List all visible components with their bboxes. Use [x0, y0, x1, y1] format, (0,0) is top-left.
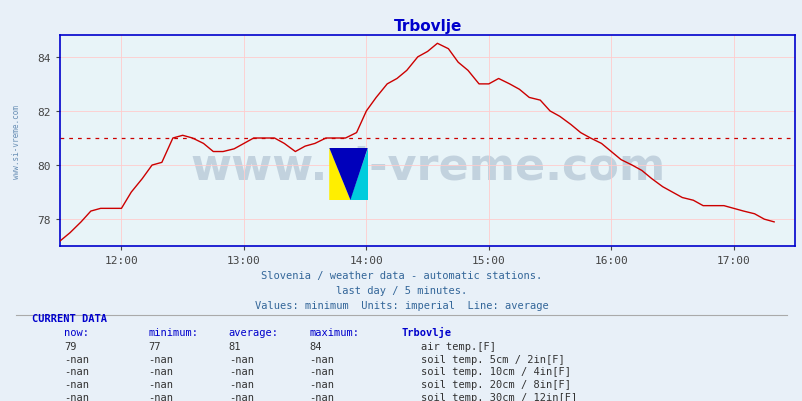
Text: -nan: -nan: [148, 392, 173, 401]
Title: Trbovlje: Trbovlje: [393, 18, 461, 34]
Text: maximum:: maximum:: [309, 328, 358, 338]
Text: now:: now:: [64, 328, 89, 338]
Text: -nan: -nan: [64, 379, 89, 389]
Text: -nan: -nan: [229, 379, 253, 389]
Text: -nan: -nan: [64, 392, 89, 401]
Text: www.si-vreme.com: www.si-vreme.com: [190, 145, 664, 188]
Text: -nan: -nan: [309, 392, 334, 401]
Text: minimum:: minimum:: [148, 328, 198, 338]
Text: last day / 5 minutes.: last day / 5 minutes.: [335, 286, 467, 296]
Text: -nan: -nan: [229, 354, 253, 364]
Text: -nan: -nan: [64, 354, 89, 364]
Text: 84: 84: [309, 341, 322, 351]
Text: soil temp. 20cm / 8in[F]: soil temp. 20cm / 8in[F]: [420, 379, 570, 389]
Text: -nan: -nan: [229, 392, 253, 401]
Polygon shape: [329, 148, 367, 200]
Text: 77: 77: [148, 341, 161, 351]
Text: soil temp. 5cm / 2in[F]: soil temp. 5cm / 2in[F]: [420, 354, 564, 364]
Text: -nan: -nan: [148, 367, 173, 377]
Text: -nan: -nan: [309, 354, 334, 364]
Text: -nan: -nan: [309, 367, 334, 377]
Text: -nan: -nan: [229, 367, 253, 377]
Text: Slovenia / weather data - automatic stations.: Slovenia / weather data - automatic stat…: [261, 271, 541, 281]
Text: CURRENT DATA: CURRENT DATA: [32, 314, 107, 324]
Text: -nan: -nan: [64, 367, 89, 377]
Text: Values: minimum  Units: imperial  Line: average: Values: minimum Units: imperial Line: av…: [254, 300, 548, 310]
Text: air temp.[F]: air temp.[F]: [420, 341, 495, 351]
Polygon shape: [329, 148, 350, 200]
Text: soil temp. 30cm / 12in[F]: soil temp. 30cm / 12in[F]: [420, 392, 577, 401]
Text: 81: 81: [229, 341, 241, 351]
Text: 79: 79: [64, 341, 77, 351]
Text: -nan: -nan: [309, 379, 334, 389]
Text: soil temp. 10cm / 4in[F]: soil temp. 10cm / 4in[F]: [420, 367, 570, 377]
Text: average:: average:: [229, 328, 278, 338]
Polygon shape: [350, 148, 367, 200]
Text: -nan: -nan: [148, 379, 173, 389]
Text: Trbovlje: Trbovlje: [401, 327, 451, 338]
Text: -nan: -nan: [148, 354, 173, 364]
Text: www.si-vreme.com: www.si-vreme.com: [11, 104, 21, 178]
